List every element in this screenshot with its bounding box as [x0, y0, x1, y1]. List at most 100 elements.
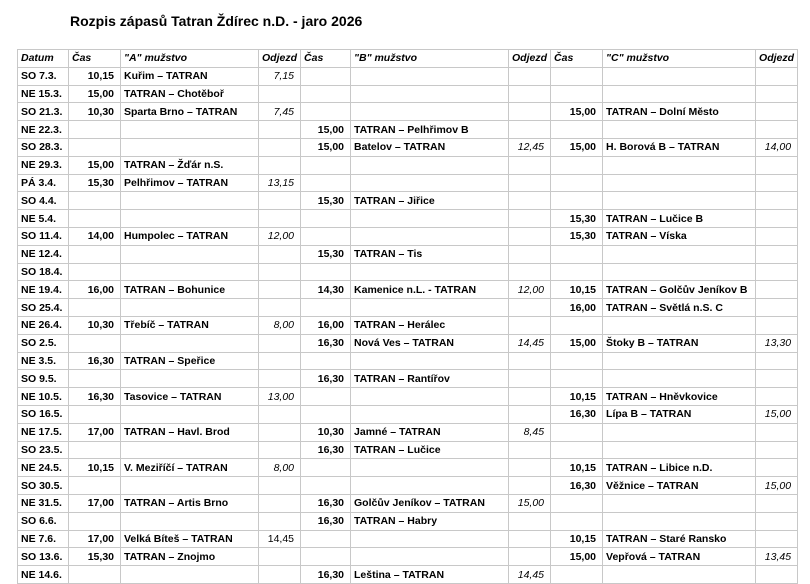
table-row: NE 3.5. 16,30 TATRAN – Speřice	[17, 351, 799, 371]
cell-departure-b	[508, 440, 552, 460]
cell-departure-b	[508, 262, 552, 282]
cell-team-b-match	[350, 102, 510, 122]
cell-time-a	[68, 244, 121, 264]
cell-date: SO 2.5.	[17, 333, 69, 353]
cell-team-a-match	[120, 244, 259, 264]
table-row: NE 24.5. 10,15 V. Meziříčí – TATRAN 8,00 10,…	[17, 458, 799, 478]
cell-team-c-match	[602, 155, 757, 175]
cell-departure-b: 12,00	[508, 280, 552, 300]
cell-date: SO 18.4.	[17, 262, 69, 282]
cell-departure-c	[755, 244, 799, 264]
cell-time-b: 16,30	[300, 333, 352, 353]
table-row: SO 16.5. 16,30 Lípa B – TATRAN 15,00	[17, 404, 799, 424]
header-date: Datum	[17, 49, 69, 68]
cell-team-b-match: TATRAN – Tis	[350, 244, 510, 264]
cell-departure-a	[257, 280, 302, 300]
cell-date: NE 31.5.	[17, 493, 69, 513]
cell-team-a-match: Humpolec – TATRAN	[120, 226, 259, 246]
cell-time-a	[68, 262, 121, 282]
cell-team-c-match: TATRAN – Víska	[602, 226, 757, 246]
table-row: SO 11.4. 14,00 Humpolec – TATRAN 12,00 15,30…	[17, 226, 799, 246]
cell-team-a-match	[120, 298, 259, 317]
cell-team-a-match: Sparta Brno – TATRAN	[120, 102, 259, 122]
table-row: NE 5.4. 15,30 TATRAN – Lučice B	[17, 209, 799, 228]
cell-time-a: 10,30	[68, 102, 121, 122]
cell-date: NE 29.3.	[17, 155, 69, 175]
cell-departure-c	[755, 280, 799, 300]
cell-time-b	[300, 66, 352, 86]
cell-time-b	[300, 84, 352, 104]
cell-departure-b	[508, 120, 552, 139]
cell-time-c: 10,15	[550, 387, 604, 406]
cell-departure-a	[257, 369, 302, 389]
cell-departure-c: 15,00	[755, 476, 799, 495]
cell-departure-a	[257, 298, 302, 317]
cell-departure-c	[755, 173, 799, 193]
cell-time-c	[550, 120, 604, 139]
cell-departure-b	[508, 244, 552, 264]
cell-team-b-match: TATRAN – Rantířov	[350, 369, 510, 389]
cell-team-c-match	[602, 493, 757, 513]
cell-team-a-match	[120, 137, 259, 157]
cell-time-a: 16,00	[68, 280, 121, 300]
cell-time-b: 14,30	[300, 280, 352, 300]
cell-departure-b	[508, 458, 552, 478]
cell-time-b	[300, 298, 352, 317]
cell-team-c-match: TATRAN – Dolní Město	[602, 102, 757, 122]
cell-time-a	[68, 191, 121, 211]
cell-time-a: 10,15	[68, 66, 121, 86]
cell-time-a: 15,00	[68, 84, 121, 104]
cell-departure-c	[755, 155, 799, 175]
cell-team-b-match: Batelov – TATRAN	[350, 137, 510, 157]
cell-team-c-match	[602, 244, 757, 264]
cell-time-b: 16,30	[300, 511, 352, 531]
cell-date: SO 13.6.	[17, 547, 69, 567]
cell-time-a: 17,00	[68, 529, 121, 549]
cell-departure-b	[508, 191, 552, 211]
cell-departure-c	[755, 209, 799, 228]
cell-time-b: 10,30	[300, 422, 352, 442]
header-departure-a: Odjezd	[257, 49, 302, 68]
cell-departure-a	[257, 244, 302, 264]
table-row: NE 14.6. 16,30 Leština – TATRAN 14,45	[17, 565, 799, 584]
cell-date: NE 10.5.	[17, 387, 69, 406]
cell-time-c	[550, 244, 604, 264]
cell-departure-c	[755, 440, 799, 460]
cell-departure-c: 14,00	[755, 137, 799, 157]
table-row: SO 4.4. 15,30 TATRAN – Jiřice	[17, 191, 799, 211]
cell-departure-b	[508, 476, 552, 495]
cell-time-c: 15,00	[550, 333, 604, 353]
cell-time-b: 15,00	[300, 120, 352, 139]
cell-team-c-match	[602, 173, 757, 193]
cell-departure-a	[257, 84, 302, 104]
cell-departure-a: 14,45	[257, 529, 302, 549]
cell-departure-a: 13,15	[257, 173, 302, 193]
cell-departure-c	[755, 66, 799, 86]
cell-team-c-match	[602, 351, 757, 371]
cell-date: SO 4.4.	[17, 191, 69, 211]
cell-date: SO 21.3.	[17, 102, 69, 122]
table-row: SO 23.5. 16,30 TATRAN – Lučice	[17, 440, 799, 460]
cell-team-a-match	[120, 511, 259, 531]
cell-date: SO 28.3.	[17, 137, 69, 157]
cell-date: NE 14.6.	[17, 565, 69, 584]
cell-departure-a: 7,45	[257, 102, 302, 122]
table-row: SO 21.3. 10,30 Sparta Brno – TATRAN 7,45 15,…	[17, 102, 799, 122]
cell-team-c-match	[602, 565, 757, 584]
table-row: SO 30.5. 16,30 Věžnice – TATRAN 15,00	[17, 476, 799, 495]
cell-departure-b	[508, 66, 552, 86]
cell-departure-a	[257, 493, 302, 513]
cell-time-a	[68, 120, 121, 139]
cell-time-b	[300, 155, 352, 175]
cell-departure-c	[755, 226, 799, 246]
cell-team-a-match: TATRAN – Znojmo	[120, 547, 259, 567]
cell-departure-b	[508, 387, 552, 406]
cell-time-c	[550, 155, 604, 175]
cell-team-a-match: TATRAN – Chotěboř	[120, 84, 259, 104]
cell-time-b	[300, 387, 352, 406]
cell-team-a-match: TATRAN – Speřice	[120, 351, 259, 371]
cell-team-b-match	[350, 66, 510, 86]
cell-departure-c	[755, 298, 799, 317]
cell-departure-b: 8,45	[508, 422, 552, 442]
table-row: NE 31.5. 17,00 TATRAN – Artis Brno 16,30 Gol…	[17, 493, 799, 513]
